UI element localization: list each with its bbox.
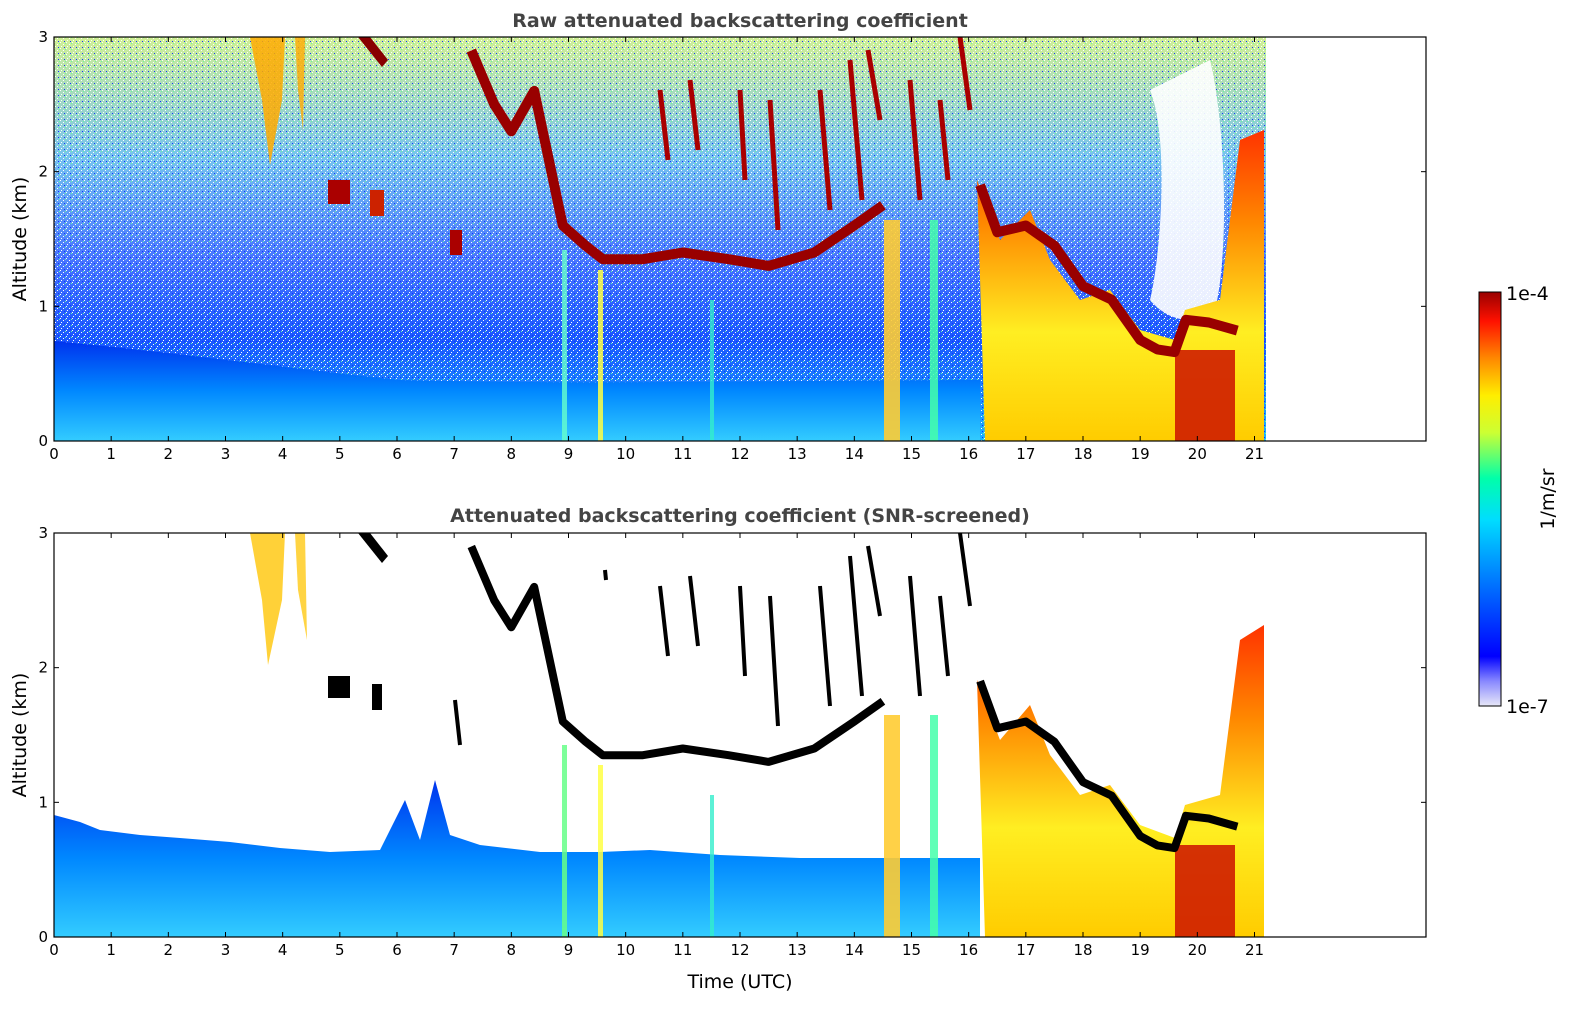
colorbar-max-label: 1e-4 <box>1506 283 1549 305</box>
y-axis-label: Altitude (km) <box>9 673 31 798</box>
x-tick-label: 4 <box>278 445 288 463</box>
x-tick-label: 8 <box>507 941 517 959</box>
x-tick-label: 5 <box>335 941 345 959</box>
panel-raw: Raw attenuated backscattering coefficien… <box>9 10 1427 463</box>
x-tick-label: 18 <box>1073 941 1092 959</box>
x-tick-label: 20 <box>1188 445 1207 463</box>
y-tick-label: 1 <box>38 793 48 811</box>
y-tick-label: 0 <box>38 432 48 450</box>
x-tick-label: 5 <box>335 445 345 463</box>
x-tick-label: 0 <box>49 445 59 463</box>
x-tick-label: 2 <box>164 941 174 959</box>
x-tick-label: 11 <box>673 941 692 959</box>
x-tick-label: 4 <box>278 941 288 959</box>
y-axis: 0 1 2 3 <box>38 524 1426 946</box>
x-axis: 0 1 2 3 4 5 6 7 8 9 10 11 12 13 14 15 16 17 18 19 20 21 <box>49 533 1264 959</box>
x-tick-label: 9 <box>564 941 574 959</box>
x-tick-label: 19 <box>1131 941 1150 959</box>
x-tick-label: 17 <box>1016 941 1035 959</box>
x-tick-label: 9 <box>564 445 574 463</box>
y-tick-label: 1 <box>38 297 48 315</box>
y-axis: 0 1 2 3 <box>38 28 1426 450</box>
x-tick-label: 15 <box>902 941 921 959</box>
x-tick-label: 17 <box>1016 445 1035 463</box>
colorbar-gradient <box>1478 291 1502 707</box>
y-tick-label: 3 <box>38 524 48 542</box>
x-tick-label: 20 <box>1188 941 1207 959</box>
x-tick-label: 11 <box>673 445 692 463</box>
cloud-layer-1 <box>466 48 886 271</box>
panel-title: Raw attenuated backscattering coefficien… <box>512 10 968 32</box>
colorbar: 1e-4 1e-7 1/m/sr <box>1478 283 1559 718</box>
cloud-layer-2 <box>976 679 1239 853</box>
x-axis: 0 1 2 3 4 5 6 7 8 9 10 11 12 13 14 15 16 17 18 19 20 21 <box>49 37 1264 463</box>
heatmap-image <box>54 533 1426 937</box>
x-tick-label: 18 <box>1073 445 1092 463</box>
x-tick-label: 10 <box>616 445 635 463</box>
x-tick-label: 13 <box>788 941 807 959</box>
cloud-layer-2 <box>975 183 1239 358</box>
y-axis-label: Altitude (km) <box>9 177 31 302</box>
x-tick-label: 7 <box>449 445 459 463</box>
x-tick-label: 12 <box>730 445 749 463</box>
cloud-layer-1 <box>467 544 886 766</box>
x-tick-label: 21 <box>1245 941 1264 959</box>
x-tick-label: 14 <box>845 445 864 463</box>
panel-screened: Attenuated backscattering coefficient (S… <box>9 505 1427 993</box>
x-tick-label: 10 <box>616 941 635 959</box>
y-tick-label: 2 <box>38 163 48 181</box>
x-axis-label: Time (UTC) <box>686 971 792 993</box>
colorbar-min-label: 1e-7 <box>1506 696 1549 718</box>
x-tick-label: 16 <box>959 445 978 463</box>
x-tick-label: 15 <box>902 445 921 463</box>
x-tick-label: 7 <box>449 941 459 959</box>
x-tick-label: 12 <box>730 941 749 959</box>
x-tick-label: 1 <box>106 445 116 463</box>
x-tick-label: 8 <box>507 445 517 463</box>
x-tick-label: 13 <box>788 445 807 463</box>
x-tick-label: 19 <box>1131 445 1150 463</box>
y-tick-label: 3 <box>38 28 48 46</box>
x-tick-label: 21 <box>1245 445 1264 463</box>
y-tick-label: 0 <box>38 928 48 946</box>
x-tick-label: 16 <box>959 941 978 959</box>
x-tick-label: 0 <box>49 941 59 959</box>
heatmap-image <box>54 37 1266 441</box>
y-tick-label: 2 <box>38 659 48 677</box>
x-tick-label: 6 <box>392 445 402 463</box>
x-tick-label: 3 <box>221 941 231 959</box>
x-tick-label: 6 <box>392 941 402 959</box>
x-tick-label: 14 <box>845 941 864 959</box>
panel-title: Attenuated backscattering coefficient (S… <box>450 505 1030 527</box>
x-tick-label: 2 <box>164 445 174 463</box>
colorbar-label: 1/m/sr <box>1537 468 1559 529</box>
x-tick-label: 1 <box>106 941 116 959</box>
x-tick-label: 3 <box>221 445 231 463</box>
